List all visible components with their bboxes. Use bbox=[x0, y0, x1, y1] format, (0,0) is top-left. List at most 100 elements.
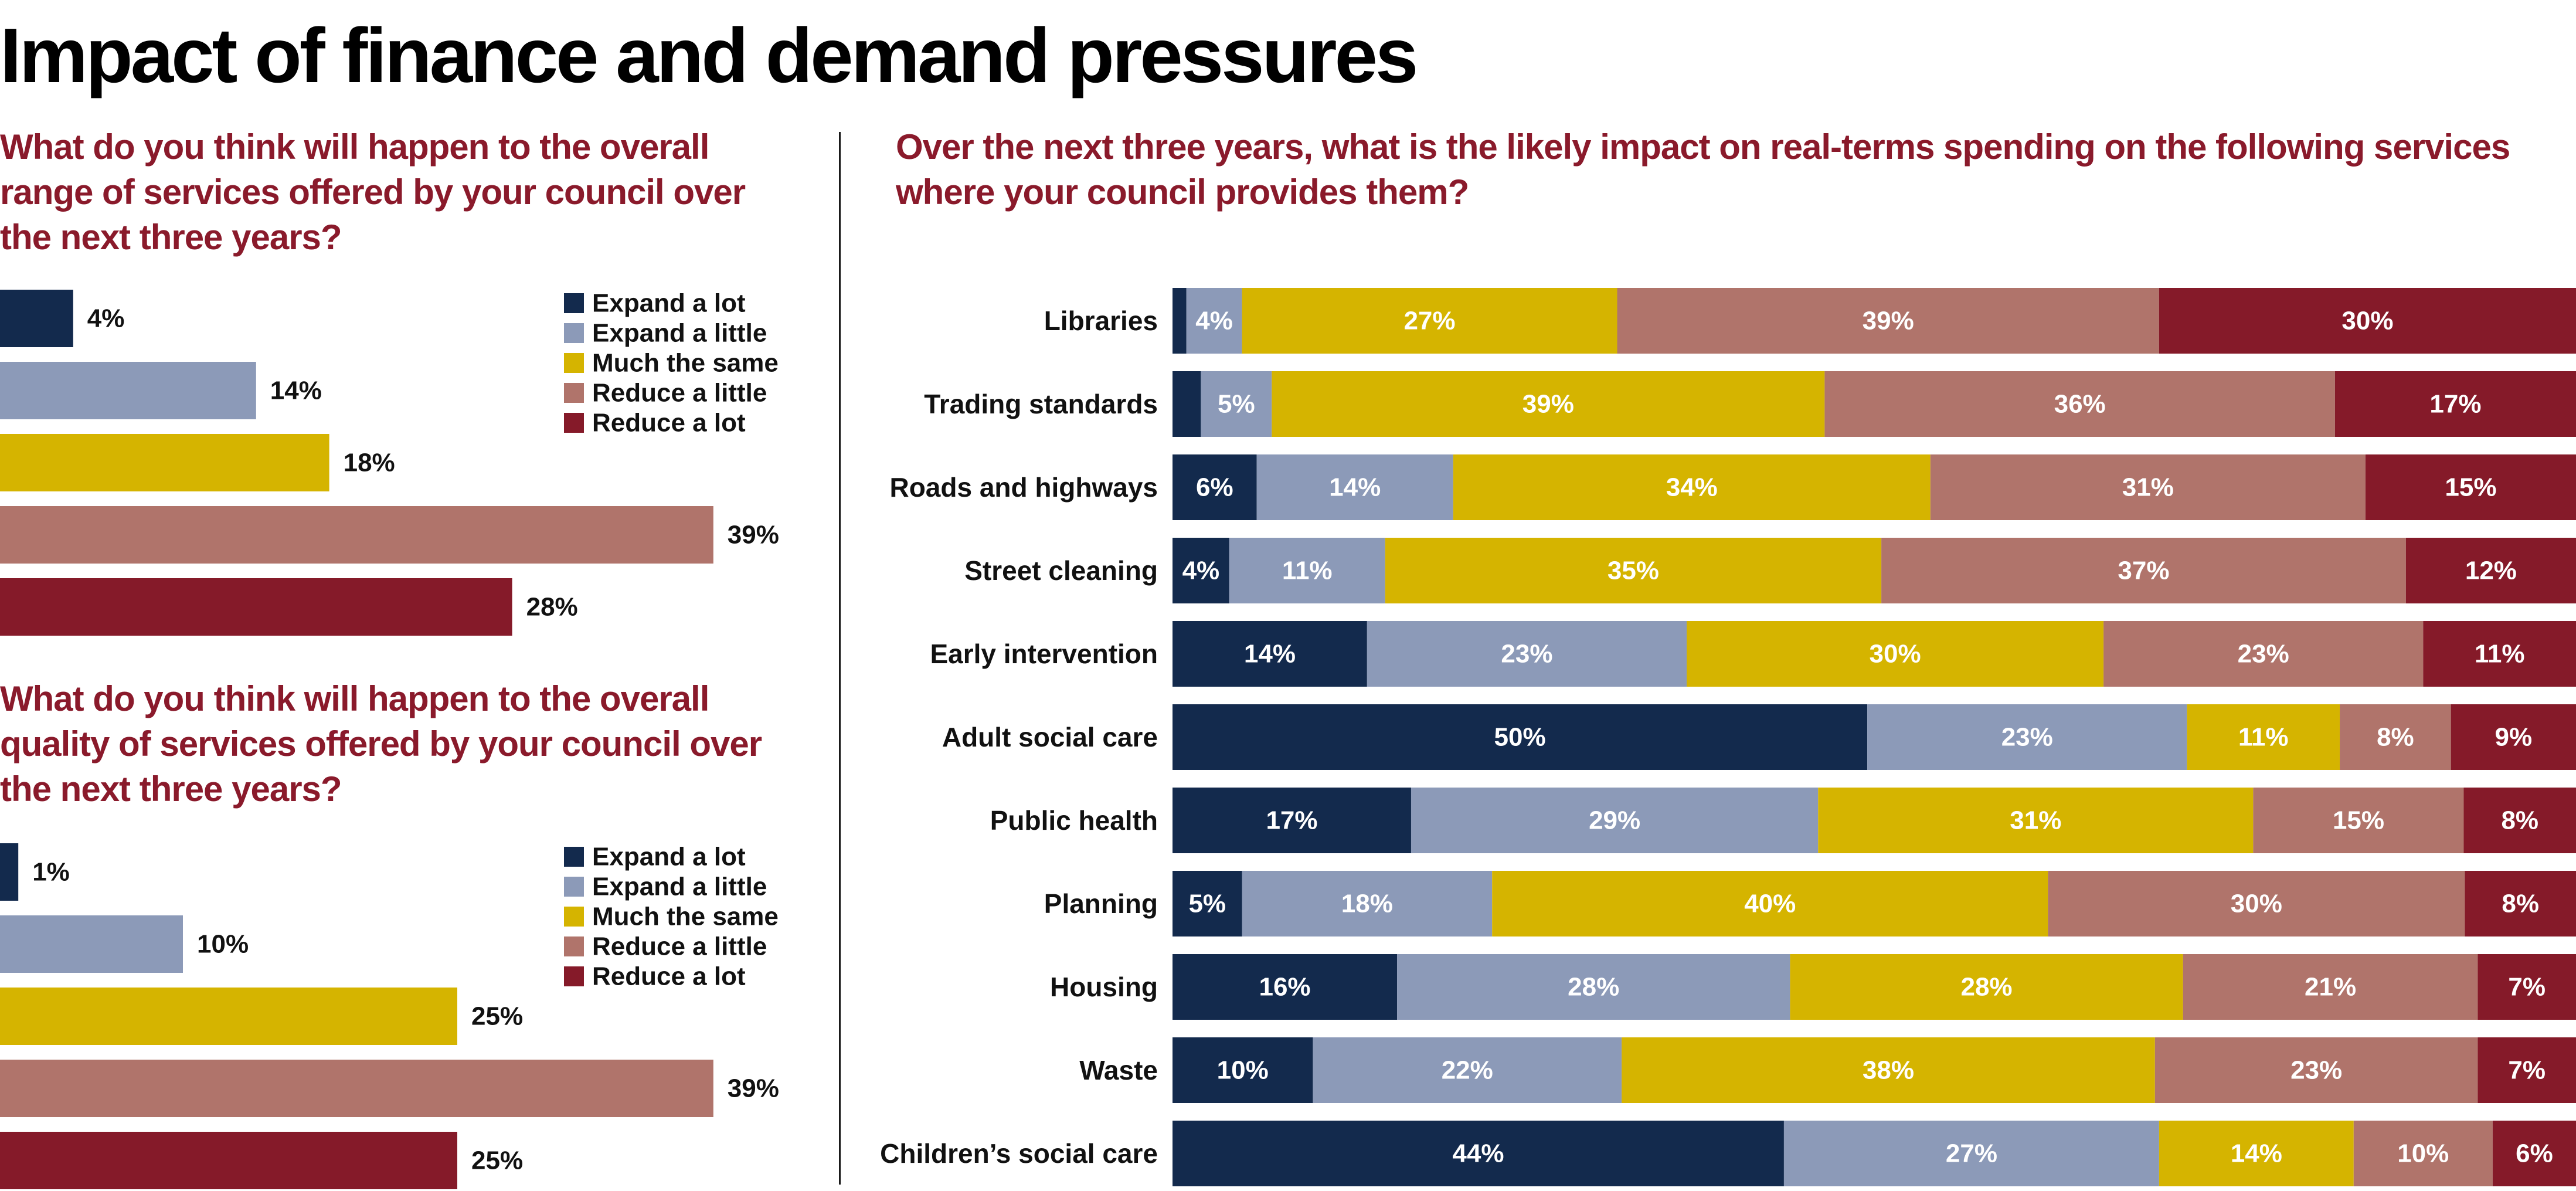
segment-value-label: 14% bbox=[2231, 1139, 2282, 1168]
range-legend-label: Expand a lot bbox=[592, 289, 746, 318]
segment-planning-reduce-a-little bbox=[2048, 871, 2465, 936]
quality-legend-swatch bbox=[564, 936, 584, 956]
segment-value-label: 27% bbox=[1946, 1139, 1997, 1168]
quality-legend-label: Expand a lot bbox=[592, 843, 746, 871]
segment-planning-expand-a-little bbox=[1242, 871, 1493, 936]
segment-libraries-expand-a-lot bbox=[1173, 288, 1187, 354]
segment-children-s-social-care-expand-a-little bbox=[1783, 1121, 2159, 1186]
segment-value-label: 22% bbox=[1442, 1056, 1493, 1085]
segment-value-label: 38% bbox=[1863, 1056, 1914, 1085]
quality-legend-label: Reduce a little bbox=[592, 932, 767, 961]
segment-roads-and-highways-reduce-a-lot bbox=[2365, 454, 2576, 520]
quality-bar-much-the-same bbox=[0, 988, 457, 1045]
range-legend-swatch bbox=[564, 353, 584, 373]
segment-housing-reduce-a-lot bbox=[2478, 954, 2576, 1020]
segment-waste-expand-a-lot bbox=[1173, 1037, 1313, 1103]
segment-value-label: 7% bbox=[2508, 973, 2546, 1002]
segment-value-label: 29% bbox=[1589, 806, 1640, 835]
segment-trading-standards-reduce-a-lot bbox=[2334, 371, 2576, 437]
range-question: What do you think will happen to the ove… bbox=[0, 127, 746, 257]
segment-value-label: 8% bbox=[2501, 806, 2538, 835]
spending-question: Over the next three years, what is the l… bbox=[896, 127, 2510, 212]
segment-value-label: 10% bbox=[2397, 1139, 2449, 1168]
segment-value-label: 8% bbox=[2502, 890, 2539, 918]
segment-adult-social-care-reduce-a-little bbox=[2340, 704, 2451, 770]
segment-children-s-social-care-much-the-same bbox=[2159, 1121, 2354, 1186]
segment-waste-reduce-a-lot bbox=[2478, 1037, 2576, 1103]
segment-value-label: 35% bbox=[1608, 557, 1659, 585]
quality-value-label: 10% bbox=[197, 930, 249, 959]
segment-value-label: 28% bbox=[1568, 973, 1619, 1002]
segment-value-label: 8% bbox=[2377, 723, 2414, 752]
range-legend-label: Reduce a little bbox=[592, 379, 767, 408]
segment-libraries-reduce-a-lot bbox=[2159, 288, 2576, 354]
quality-bar-expand-a-little bbox=[0, 915, 183, 973]
segment-adult-social-care-expand-a-lot bbox=[1173, 704, 1868, 770]
segment-value-label: 6% bbox=[1196, 473, 1233, 502]
segment-early-intervention-reduce-a-little bbox=[2103, 621, 2424, 687]
range-value-label: 18% bbox=[344, 449, 395, 477]
segment-value-label: 39% bbox=[1863, 307, 1914, 335]
quality-value-label: 1% bbox=[32, 858, 70, 887]
segment-public-health-reduce-a-lot bbox=[2463, 788, 2576, 853]
row-label-planning: Planning bbox=[1044, 888, 1158, 919]
row-label-roads-and-highways: Roads and highways bbox=[889, 472, 1158, 503]
segment-value-label: 44% bbox=[1452, 1139, 1504, 1168]
quality-legend-swatch bbox=[564, 877, 584, 897]
range-legend-swatch bbox=[564, 413, 584, 433]
segment-housing-expand-a-little bbox=[1397, 954, 1790, 1020]
segment-value-label: 31% bbox=[2122, 473, 2174, 502]
range-value-label: 14% bbox=[270, 376, 322, 405]
segment-housing-expand-a-lot bbox=[1173, 954, 1398, 1020]
segment-value-label: 4% bbox=[1182, 557, 1220, 585]
quality-question: What do you think will happen to the ove… bbox=[0, 679, 762, 809]
quality-value-label: 39% bbox=[728, 1074, 779, 1103]
segment-adult-social-care-much-the-same bbox=[2187, 704, 2340, 770]
segment-value-label: 31% bbox=[2010, 806, 2061, 835]
segment-trading-standards-expand-a-lot bbox=[1173, 371, 1201, 437]
page-title: Impact of finance and demand pressures bbox=[0, 12, 1418, 99]
segment-waste-expand-a-little bbox=[1313, 1037, 1622, 1103]
segment-waste-reduce-a-little bbox=[2154, 1037, 2478, 1103]
row-label-street-cleaning: Street cleaning bbox=[964, 555, 1158, 586]
segment-value-label: 18% bbox=[1341, 890, 1393, 918]
segment-value-label: 23% bbox=[2001, 723, 2053, 752]
segment-value-label: 30% bbox=[2341, 307, 2393, 335]
segment-libraries-reduce-a-little bbox=[1617, 288, 2159, 354]
segment-early-intervention-reduce-a-lot bbox=[2423, 621, 2576, 687]
segment-street-cleaning-expand-a-little bbox=[1229, 538, 1385, 603]
segment-value-label: 50% bbox=[1494, 723, 1546, 752]
segment-housing-much-the-same bbox=[1790, 954, 2183, 1020]
segment-value-label: 36% bbox=[2054, 390, 2106, 419]
segment-value-label: 4% bbox=[1195, 307, 1233, 335]
quality-legend-swatch bbox=[564, 847, 584, 867]
quality-bar-reduce-a-little bbox=[0, 1060, 713, 1117]
segment-value-label: 15% bbox=[2445, 473, 2496, 502]
row-label-waste: Waste bbox=[1079, 1055, 1158, 1085]
segment-value-label: 23% bbox=[2238, 640, 2289, 669]
segment-value-label: 21% bbox=[2305, 973, 2356, 1002]
segment-planning-reduce-a-lot bbox=[2465, 871, 2576, 936]
segment-value-label: 5% bbox=[1188, 890, 1226, 918]
segment-value-label: 37% bbox=[2118, 557, 2169, 585]
range-bar-much-the-same bbox=[0, 434, 329, 491]
range-value-label: 39% bbox=[728, 521, 779, 549]
range-legend-label: Reduce a lot bbox=[592, 409, 746, 437]
quality-legend-label: Expand a little bbox=[592, 873, 767, 901]
segment-value-label: 28% bbox=[1960, 973, 2012, 1002]
segment-value-label: 11% bbox=[2238, 723, 2289, 752]
segment-value-label: 11% bbox=[1282, 557, 1333, 585]
segment-trading-standards-much-the-same bbox=[1272, 371, 1825, 437]
segment-libraries-expand-a-little bbox=[1186, 288, 1242, 354]
segment-children-s-social-care-reduce-a-lot bbox=[2492, 1121, 2576, 1186]
range-bar-expand-a-little bbox=[0, 362, 256, 419]
segment-value-label: 17% bbox=[1266, 806, 1317, 835]
segment-early-intervention-expand-a-lot bbox=[1173, 621, 1367, 687]
range-legend-swatch bbox=[564, 293, 584, 313]
segment-value-label: 17% bbox=[2429, 390, 2481, 419]
segment-street-cleaning-reduce-a-lot bbox=[2405, 538, 2576, 603]
range-legend-swatch bbox=[564, 383, 584, 403]
segment-value-label: 39% bbox=[1523, 390, 1574, 419]
segment-value-label: 9% bbox=[2495, 723, 2533, 752]
segment-trading-standards-expand-a-little bbox=[1201, 371, 1272, 437]
